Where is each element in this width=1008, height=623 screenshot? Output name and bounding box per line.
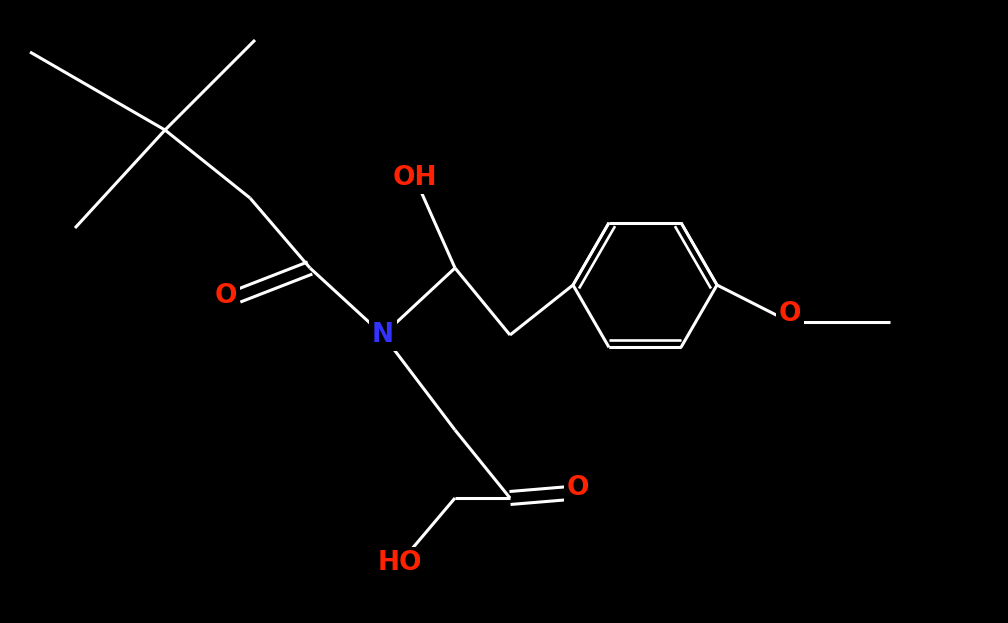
Text: N: N [372,322,394,348]
Text: O: O [779,301,801,327]
Text: OH: OH [393,165,437,191]
Text: O: O [215,283,237,309]
Text: O: O [566,475,590,501]
Text: HO: HO [378,550,422,576]
